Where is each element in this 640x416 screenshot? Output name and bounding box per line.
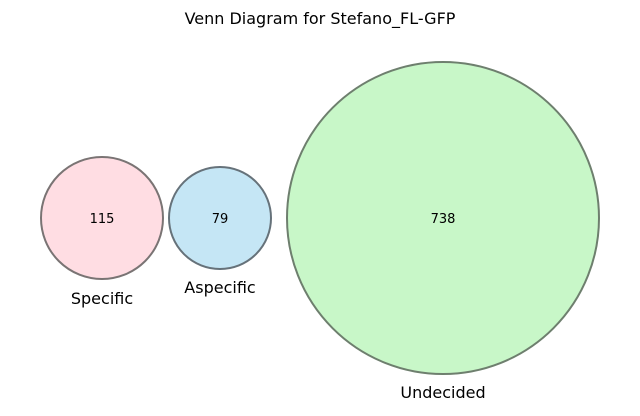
aspecific-label: Aspecific bbox=[184, 278, 255, 297]
venn-set-aspecific: 79 Aspecific bbox=[168, 166, 272, 297]
undecided-count: 738 bbox=[431, 212, 456, 227]
undecided-circle bbox=[286, 61, 600, 375]
venn-set-specific: 115 Specific bbox=[40, 156, 164, 308]
specific-label: Specific bbox=[71, 289, 133, 308]
diagram-title: Venn Diagram for Stefano_FL-GFP bbox=[185, 9, 456, 29]
aspecific-circle bbox=[168, 166, 272, 270]
aspecific-count: 79 bbox=[212, 212, 229, 227]
specific-circle bbox=[40, 156, 164, 280]
venn-set-undecided: 738 Undecided bbox=[286, 61, 600, 402]
specific-count: 115 bbox=[90, 212, 115, 227]
undecided-label: Undecided bbox=[400, 383, 485, 402]
